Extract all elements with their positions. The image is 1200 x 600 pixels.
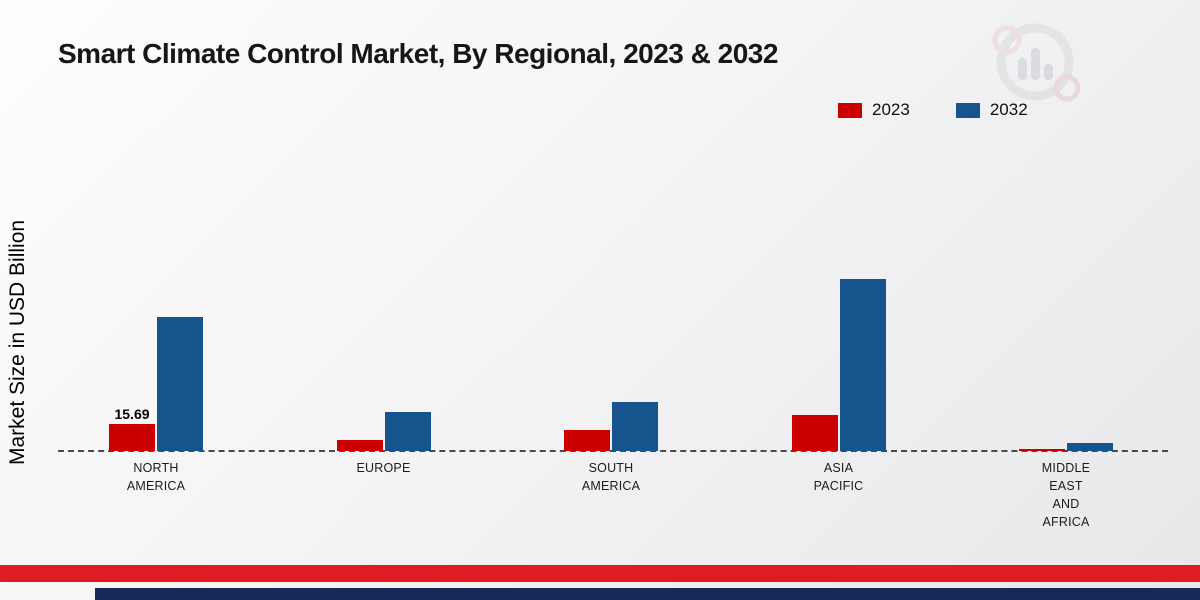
zero-baseline (58, 450, 1168, 452)
category-label-line: EAST (1049, 479, 1083, 494)
category-label-line: AMERICA (126, 479, 186, 494)
bar-2023-asia-pacific (791, 414, 838, 451)
legend-item-2032: 2032 (955, 100, 1028, 120)
legend: 2023 2032 (838, 100, 1028, 120)
bar-2023-europe (336, 439, 383, 451)
bar-2023-south-america (564, 430, 610, 451)
category-label-middle-east-and-africa: MIDDLE EAST AND AFRICA (996, 459, 1136, 532)
category-label-south-america: SOUTH AMERICA (541, 459, 681, 495)
category-label-line: ASIA (823, 461, 854, 475)
bar-2032-south-america (612, 401, 658, 451)
plot-area: 15.69 NORTH AMERICA EUROPE SOUTH AMERICA ASIA P… (58, 150, 1168, 529)
category-label-europe: EUROPE (314, 459, 454, 477)
bar-2023-middle-east-and-africa (1019, 448, 1065, 451)
legend-label: 2023 (872, 100, 910, 119)
bar-2032-north-america (157, 316, 203, 451)
logo-icon (992, 23, 1081, 102)
category-label-line: PACIFIC (813, 479, 864, 494)
bar-2032-asia-pacific (839, 279, 886, 451)
legend-item-2023: 2023 (838, 100, 910, 120)
category-label-line: NORTH (133, 461, 179, 475)
bar-value-label: 15.69 (114, 406, 150, 423)
category-label-line: MIDDLE (1041, 461, 1091, 475)
footer-red-strip (0, 565, 1200, 582)
legend-swatch-2023 (838, 102, 862, 118)
category-label-north-america: NORTH AMERICA (86, 459, 226, 495)
category-label-line: AMERICA (581, 479, 641, 494)
category-label-asia-pacific: ASIA PACIFIC (769, 459, 909, 495)
category-label-line: AFRICA (1042, 515, 1090, 530)
chart-title: Smart Climate Control Market, By Regiona… (58, 38, 778, 69)
legend-label: 2032 (989, 100, 1028, 119)
market-research-future-logo (985, 18, 1085, 115)
footer-navy-strip (95, 588, 1200, 600)
y-axis-label: Market Size in USD Billion (6, 219, 29, 466)
category-label-line: SOUTH (588, 461, 634, 475)
bar-2032-middle-east-and-africa (1067, 443, 1113, 451)
category-label-line: EUROPE (356, 461, 411, 475)
category-label-line: AND (1052, 497, 1080, 512)
bar-2023-north-america (109, 424, 155, 451)
legend-swatch-2032 (955, 102, 980, 118)
bar-2032-europe (384, 412, 431, 451)
